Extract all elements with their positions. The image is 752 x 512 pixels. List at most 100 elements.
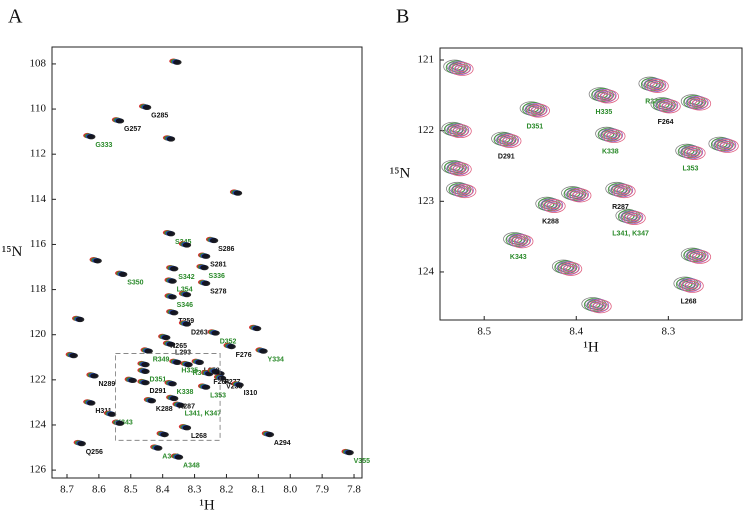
peak [197,252,211,259]
peak-contour [589,300,606,311]
peak-label: Q256 [86,449,103,456]
peak-contour [554,260,578,275]
peak-contour [619,188,630,195]
peak-contour [528,106,539,113]
peak-contour [692,253,703,260]
plot-frame [51,46,363,479]
peak-contour [173,359,182,365]
peak [207,367,220,375]
peak [172,401,185,408]
peak-contour [453,127,463,134]
peak [443,59,474,76]
peak-contour [588,299,612,314]
peak [83,399,96,406]
peak-contour [691,251,708,262]
peak-contour [530,105,547,116]
peak-contour [678,278,702,292]
peak-contour [688,250,712,264]
peak-contour [201,384,211,390]
peak-contour [141,368,150,375]
peak-contour [169,310,179,316]
peak-label: N289 [99,381,116,388]
peak-contour [572,191,583,198]
peak-contour [443,59,467,74]
peak-contour [597,90,614,101]
peak-contour [182,425,192,431]
peak-contour [500,136,510,143]
peak-contour [597,91,608,98]
peak-contour [652,97,676,112]
peak [196,263,209,271]
peak [156,430,169,438]
peak-contour [568,188,592,203]
peak-contour [176,402,185,408]
peak-contour [592,302,603,309]
peak [581,297,612,314]
peak-contour [581,297,605,311]
peak [162,340,176,347]
peak-contour [144,348,153,354]
peak-contour [498,134,522,148]
peak-contour [512,236,522,243]
peak [673,276,704,293]
peak-contour [452,126,469,137]
peak-contour [499,135,516,146]
peak-contour [537,197,561,212]
peak-contour [168,294,177,300]
peak-contour [217,375,227,381]
peak-label: H311 [95,408,111,415]
y-tick-label: 123 [418,195,435,207]
peak-label: N265 [170,343,187,350]
peak-contour [593,88,617,103]
peak-contour [652,82,663,89]
peak [503,232,534,249]
peak [162,229,176,237]
peak-contour [448,61,472,76]
x-tick-label: 8.4 [156,484,170,496]
peak-label: D351 [526,123,543,130]
peak-contour [586,298,610,313]
peak-contour [599,91,616,102]
peak-label: S281 [210,262,226,269]
peak-contour [612,184,636,199]
x-tick-label: 8.0 [283,484,297,496]
peak-contour [166,341,176,347]
peak-contour [514,237,525,244]
panel-label: A [8,6,23,28]
peak-contour [169,266,179,272]
peak [680,247,712,264]
peak-contour [592,301,609,312]
y-tick-label: 122 [30,373,47,385]
peak-contour [448,162,472,177]
peak-contour [616,187,627,194]
peak-contour [510,234,534,249]
peak-contour [546,202,557,209]
peak [115,270,128,277]
peak-contour [603,130,620,141]
peak-contour [452,64,462,71]
peak-label: Y334 [268,356,284,363]
peak-contour [75,316,85,323]
peak [65,351,78,359]
peak-label: V255 [226,383,242,390]
peak [72,315,85,323]
peak [205,236,219,244]
zoom-box [115,353,221,441]
peak-contour [645,79,669,93]
peak-contour [561,186,584,200]
peak-contour [640,77,664,92]
peak-contour [689,252,700,259]
peak [166,394,179,402]
peak [255,347,268,354]
peak-contour [600,128,623,143]
peak [166,308,179,316]
peak-contour [446,181,469,196]
peak-contour [626,213,643,224]
peak-contour [542,199,566,213]
peak [561,186,592,203]
peak-contour [549,203,560,210]
peak-label: R349 [153,356,170,363]
peak [588,87,620,104]
peak-contour [689,150,699,157]
